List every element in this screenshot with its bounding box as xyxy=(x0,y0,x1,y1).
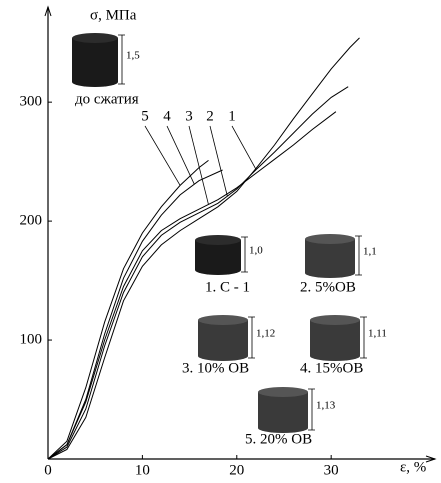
sample-label: 2. 5%ОВ xyxy=(300,279,356,295)
sample-top xyxy=(305,234,355,244)
sample-height: 1,11 xyxy=(368,328,387,340)
legend-label: 2 xyxy=(206,108,214,124)
x-tick-label: 20 xyxy=(229,462,244,478)
sample-body xyxy=(305,239,355,278)
sample-body xyxy=(310,320,360,361)
height-bracket xyxy=(241,237,248,272)
leader-line xyxy=(145,126,180,185)
height-bracket xyxy=(248,317,255,358)
height-bracket xyxy=(308,389,315,430)
line xyxy=(48,170,223,459)
legend-label: 1 xyxy=(228,108,236,124)
sample-height: 1,13 xyxy=(316,400,336,412)
sample-label: до сжатия xyxy=(75,91,139,107)
sample-label: 5. 20% ОВ xyxy=(245,431,312,447)
leader-line xyxy=(189,126,208,204)
chart: σ, МПа ε, % 0 10 20 30 100 200 300 54321 1,5 до с… xyxy=(0,0,441,483)
sample-height: 1,0 xyxy=(249,245,263,257)
sample-top xyxy=(198,315,248,325)
line xyxy=(48,160,209,459)
height-bracket xyxy=(355,236,362,275)
sample-label: 1. С - 1 xyxy=(205,279,250,295)
leader-line xyxy=(210,126,227,196)
x-tick-label: 10 xyxy=(135,462,150,478)
sample-body xyxy=(72,38,118,87)
sample-label: 4. 15%ОВ xyxy=(300,360,363,376)
sample-height: 1,12 xyxy=(256,328,275,340)
sample-body xyxy=(198,320,248,361)
leader-line xyxy=(167,126,194,184)
legend-label: 3 xyxy=(185,108,193,124)
x-tick-label: 30 xyxy=(324,462,339,478)
sample-body xyxy=(258,392,308,433)
legend-label: 5 xyxy=(141,108,149,124)
height-bracket xyxy=(360,317,367,358)
legend-label: 4 xyxy=(163,108,171,124)
x-tick-label: 0 xyxy=(44,462,52,478)
y-tick-label: 100 xyxy=(20,331,43,347)
sample-height: 1,1 xyxy=(363,246,377,258)
y-tick-label: 300 xyxy=(20,94,43,110)
sample-top xyxy=(195,235,241,245)
y-axis-label: σ, МПа xyxy=(90,7,137,23)
height-bracket xyxy=(118,35,125,84)
leader-line xyxy=(232,126,256,169)
sample-body xyxy=(195,240,241,275)
x-axis-label: ε, % xyxy=(400,459,426,475)
sample-height: 1,5 xyxy=(126,50,140,62)
sample-top xyxy=(258,387,308,397)
y-tick-label: 200 xyxy=(20,213,43,229)
sample-top xyxy=(72,33,118,43)
sample-top xyxy=(310,315,360,325)
sample-label: 3. 10% ОВ xyxy=(182,360,249,376)
